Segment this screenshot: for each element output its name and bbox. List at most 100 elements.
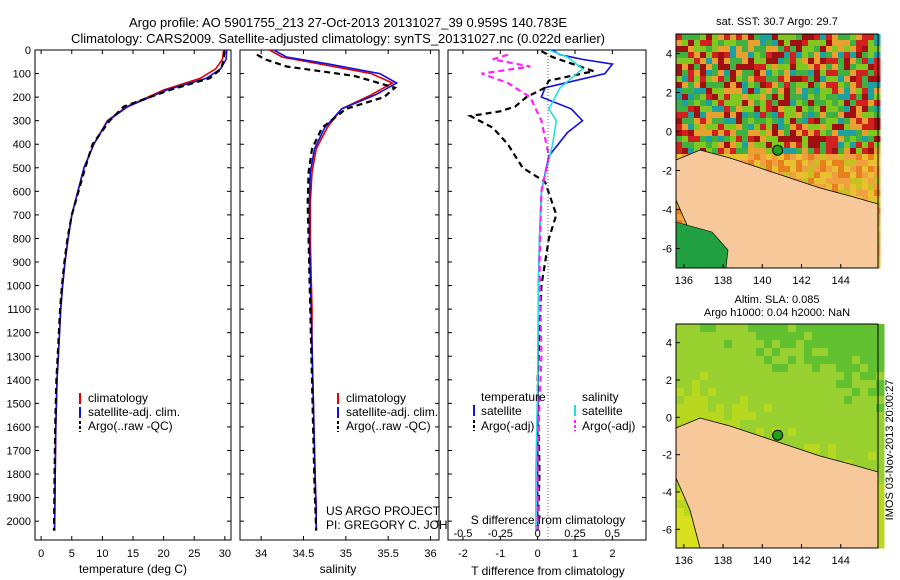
map-cell [772, 412, 781, 421]
map-cell [780, 340, 789, 349]
map-cell [812, 444, 821, 453]
y-tick-label: 1100 [7, 304, 31, 316]
map-cell [796, 396, 805, 405]
credit-project: US ARGO PROJECT [326, 504, 441, 518]
map-cell [832, 58, 839, 65]
map-cell [850, 106, 857, 113]
map-cell [736, 118, 743, 125]
map-cell [838, 166, 845, 173]
map-cell [838, 76, 845, 83]
map-cell [862, 100, 869, 107]
map-cell [688, 58, 695, 65]
map-cell [820, 40, 827, 47]
map-cell [694, 100, 701, 107]
map-cell [682, 76, 689, 83]
x-tick-label: 15 [127, 548, 139, 560]
map-cell [814, 40, 821, 47]
map-cell [814, 124, 821, 131]
map-cell [718, 40, 725, 47]
map-cell [706, 118, 713, 125]
map-cell [862, 70, 869, 77]
map-cell [748, 324, 757, 333]
map-cell [876, 420, 885, 429]
map-cell [844, 70, 851, 77]
map-cell [780, 324, 789, 333]
map-cell [730, 58, 737, 65]
map-cell [708, 380, 717, 389]
map-cell [844, 94, 851, 101]
map-cell [676, 58, 683, 65]
map-cell [850, 58, 857, 65]
salinity-panel-frame [239, 49, 440, 541]
map-cell [754, 118, 761, 125]
map-cell [862, 58, 869, 65]
map-cell [836, 420, 845, 429]
map-cell [852, 444, 861, 453]
map-cell [766, 52, 773, 59]
map-cell [778, 82, 785, 89]
map-cell [850, 184, 857, 191]
map-cell [838, 46, 845, 53]
map-y-tick-label: -2 [662, 450, 672, 462]
map-cell [790, 172, 797, 179]
map-cell [756, 356, 765, 365]
map-x-tick-label: 140 [753, 275, 771, 287]
map-cell [814, 130, 821, 137]
map-cell [844, 64, 851, 71]
map-cell [712, 148, 719, 155]
map-cell [708, 404, 717, 413]
map-cell [742, 130, 749, 137]
map-cell [788, 372, 797, 381]
map-cell [712, 130, 719, 137]
map-cell [860, 452, 869, 461]
map-cell [862, 94, 869, 101]
map-cell [876, 452, 885, 461]
map-cell [852, 340, 861, 349]
map-cell [876, 348, 885, 357]
map-cell [772, 420, 781, 429]
map-cell [742, 40, 749, 47]
series-argo-raw-qc- [256, 53, 398, 531]
sla-map-title-line2: Argo h1000: 0.04 h2000: NaN [704, 307, 850, 319]
map-cell [740, 364, 749, 373]
map-cell [732, 412, 741, 421]
s-tick-label: -0.25 [488, 528, 513, 540]
map-cell [844, 88, 851, 95]
map-cell [850, 46, 857, 53]
map-cell [754, 130, 761, 137]
map-cell [730, 76, 737, 83]
map-cell [856, 40, 863, 47]
map-cell [732, 372, 741, 381]
map-cell [724, 130, 731, 137]
map-cell [772, 372, 781, 381]
map-cell [732, 356, 741, 365]
map-cell [718, 64, 725, 71]
map-cell [820, 70, 827, 77]
map-cell [706, 148, 713, 155]
map-cell [772, 112, 779, 119]
map-cell [742, 148, 749, 155]
map-cell [676, 142, 683, 149]
map-cell [706, 40, 713, 47]
map-cell [802, 112, 809, 119]
map-cell [700, 364, 709, 373]
map-cell [876, 372, 885, 381]
map-cell [712, 100, 719, 107]
map-cell [676, 112, 683, 119]
map-cell [844, 100, 851, 107]
map-cell [778, 52, 785, 59]
map-cell [700, 88, 707, 95]
map-cell [708, 396, 717, 405]
map-cell [790, 148, 797, 155]
map-cell [764, 324, 773, 333]
difference-legend: temperature satellite Argo(-adj) salinit… [473, 390, 635, 433]
map-cell [836, 356, 845, 365]
map-cell [732, 324, 741, 333]
map-cell [736, 34, 743, 41]
map-cell [760, 118, 767, 125]
map-cell [754, 82, 761, 89]
map-cell [802, 58, 809, 65]
map-cell [724, 412, 733, 421]
map-cell [700, 348, 709, 357]
map-cell [748, 388, 757, 397]
